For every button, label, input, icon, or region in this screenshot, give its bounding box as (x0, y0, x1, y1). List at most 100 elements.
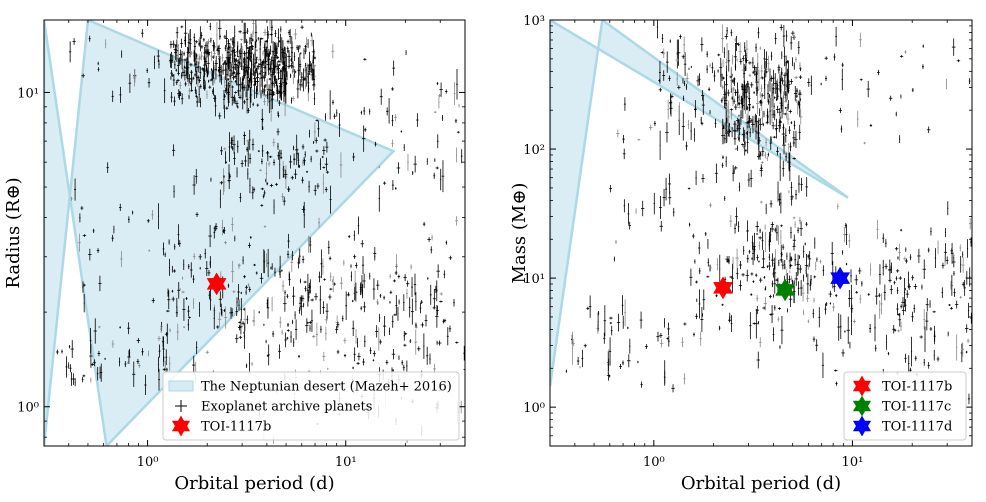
archive-planet-point (768, 93, 771, 99)
archive-planet-point (205, 41, 207, 73)
archive-planet-point (797, 227, 800, 234)
archive-planet-point (419, 303, 422, 314)
archive-planet-point (78, 233, 81, 252)
archive-planet-point (952, 256, 956, 268)
archive-planet-point (301, 82, 303, 88)
archive-planet-point (342, 260, 345, 266)
archive-planet-point (782, 25, 786, 48)
archive-planet-point (609, 316, 613, 320)
archive-planet-point (755, 221, 760, 232)
archive-planet-point (627, 203, 630, 225)
archive-planet-point (818, 307, 821, 328)
archive-planet-point (206, 64, 208, 72)
archive-planet-point (895, 269, 900, 273)
archive-planet-point (794, 272, 798, 286)
archive-planet-point (696, 75, 700, 87)
archive-planet-point (945, 256, 949, 265)
archive-planet-point (427, 237, 431, 242)
archive-planet-point (234, 25, 236, 47)
archive-planet-point (283, 165, 285, 176)
archive-planet-point (391, 180, 394, 191)
archive-planet-point (581, 349, 584, 368)
archive-planet-point (372, 350, 376, 357)
archive-planet-point (736, 58, 738, 62)
archive-planet-point (795, 189, 797, 200)
archive-planet-point (810, 75, 813, 95)
archive-planet-point (302, 302, 305, 308)
archive-planet-point (738, 42, 742, 61)
archive-planet-point (247, 108, 250, 114)
archive-planet-point (188, 88, 191, 94)
archive-planet-point (623, 199, 626, 213)
archive-planet-point (301, 255, 305, 264)
archive-planet-point (383, 295, 386, 300)
archive-planet-point (89, 344, 93, 368)
archive-planet-point (183, 70, 187, 81)
archive-planet-point (290, 331, 292, 343)
archive-planet-point (814, 237, 816, 249)
archive-planet-point (722, 59, 724, 68)
archive-planet-point (432, 306, 436, 310)
archive-planet-point (877, 69, 880, 76)
archive-planet-point (319, 285, 322, 315)
archive-planet-point (690, 122, 692, 140)
archive-planet-point (726, 43, 728, 60)
archive-planet-point (759, 108, 761, 117)
archive-planet-point (263, 97, 266, 106)
archive-planet-point (385, 360, 389, 365)
archive-planet-point (356, 361, 360, 365)
archive-planet-point (229, 72, 232, 80)
archive-planet-point (821, 352, 825, 379)
archive-planet-point (88, 35, 91, 42)
archive-planet-point (309, 279, 311, 294)
archive-planet-point (792, 234, 796, 246)
archive-planet-point (797, 102, 799, 115)
archive-planet-point (901, 305, 905, 316)
archive-planet-point (198, 36, 202, 43)
archive-planet-point (220, 146, 223, 156)
archive-planet-point (741, 62, 746, 79)
archive-planet-point (662, 48, 665, 59)
archive-planet-point (701, 95, 705, 115)
archive-planet-point (187, 33, 190, 52)
plot-area (550, 20, 972, 405)
archive-planet-point (81, 73, 85, 78)
archive-planet-point (303, 48, 305, 60)
archive-planet-point (764, 70, 766, 99)
archive-planet-point (268, 77, 272, 81)
legend-label: TOI-1117b (201, 420, 271, 435)
archive-planet-point (199, 97, 201, 108)
archive-planet-point (230, 88, 235, 106)
archive-planet-point (176, 58, 180, 73)
archive-planet-point (415, 292, 417, 311)
archive-planet-point (246, 28, 249, 35)
archive-planet-point (859, 294, 862, 304)
legend-label: TOI-1117d (882, 420, 952, 435)
archive-planet-point (164, 332, 168, 337)
archive-planet-point (251, 186, 255, 200)
archive-planet-point (721, 85, 724, 90)
archive-planet-point (713, 70, 716, 82)
archive-planet-point (211, 69, 213, 81)
archive-planet-point (770, 253, 775, 267)
archive-planet-point (120, 250, 123, 268)
archive-planet-point (780, 252, 783, 257)
archive-planet-point (264, 65, 266, 69)
archive-planet-point (284, 332, 287, 348)
archive-planet-point (767, 55, 770, 72)
archive-planet-point (249, 87, 253, 103)
archive-planet-point (256, 65, 258, 72)
archive-planet-point (844, 222, 847, 229)
archive-planet-point (788, 152, 791, 181)
archive-planet-point (269, 89, 273, 97)
archive-planet-point (287, 322, 290, 327)
archive-planet-point (843, 226, 846, 243)
archive-planet-point (690, 65, 692, 68)
archive-planet-point (268, 90, 270, 114)
archive-planet-point (807, 319, 810, 323)
archive-planet-point (236, 140, 239, 153)
archive-planet-point (888, 265, 892, 274)
archive-planet-point (735, 35, 738, 51)
archive-planet-point (723, 136, 725, 144)
archive-planet-point (781, 51, 783, 59)
